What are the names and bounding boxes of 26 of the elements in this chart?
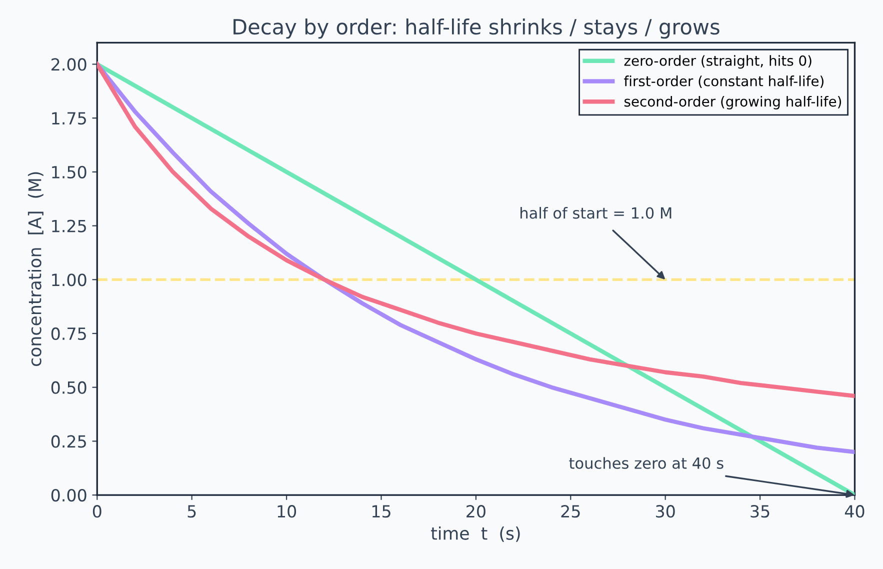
x-tick-label: 10 <box>278 505 296 518</box>
annotation: touches zero at 40 s <box>569 457 724 469</box>
y-tick-label: 1.00 <box>52 274 86 286</box>
annotation: half of start = 1.0 M <box>520 206 672 219</box>
x-tick-label: 30 <box>656 505 675 518</box>
x-tick-label: 5 <box>188 505 196 518</box>
legend-label: second-order (growing half-life) <box>624 96 842 110</box>
x-tick-label: 15 <box>372 505 390 518</box>
chart-title: Decay by order: half-life shrinks / stays / grows <box>234 18 720 39</box>
x-tick-label: 20 <box>466 505 486 518</box>
y-tick-label: 0.25 <box>51 435 86 448</box>
y-tick-label: 1.50 <box>52 166 86 178</box>
y-tick-label: 2.00 <box>52 58 86 71</box>
x-tick-label: 40 <box>844 505 864 518</box>
y-tick-label: 0.00 <box>51 488 86 502</box>
x-axis-title: time t (s) <box>431 526 520 542</box>
y-tick-label: 1.25 <box>52 220 86 232</box>
y-tick-label: 0.50 <box>51 381 86 394</box>
y-axis-title: concentration [A] (M) <box>28 172 44 366</box>
legend-label: zero-order (straight, hits 0) <box>624 55 812 69</box>
x-tick-label: 25 <box>561 505 580 518</box>
x-tick-label: 0 <box>92 505 102 518</box>
legend-label: first-order (constant half-life) <box>624 76 824 88</box>
y-tick-label: 0.75 <box>51 327 86 340</box>
x-tick-label: 35 <box>750 505 770 518</box>
y-tick-label: 1.75 <box>52 112 86 125</box>
